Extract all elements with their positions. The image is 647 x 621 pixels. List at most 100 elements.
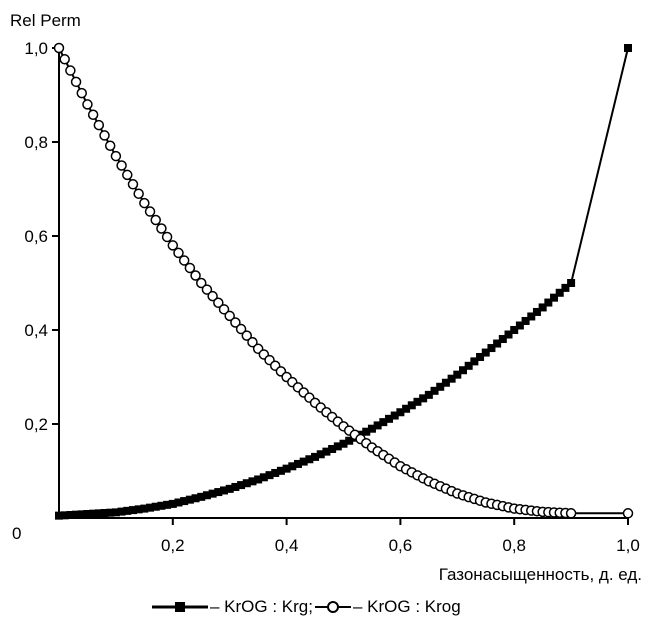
point-marker: [493, 339, 502, 348]
point-marker: [116, 160, 127, 171]
point-marker: [322, 447, 331, 456]
point-marker: [139, 197, 150, 209]
point-marker: [128, 506, 137, 515]
point-marker: [218, 304, 230, 315]
point-marker: [202, 491, 211, 500]
point-marker: [476, 352, 485, 361]
point-marker: [299, 457, 308, 466]
point-marker: [396, 408, 405, 417]
point-marker: [127, 179, 139, 190]
point-marker: [72, 510, 81, 519]
x-tick-label: 0,8: [502, 536, 526, 555]
point-marker: [555, 288, 564, 297]
point-marker: [242, 479, 251, 488]
legend: – KrOG : Krg; – KrOG : Krog: [150, 596, 461, 618]
point-marker: [104, 140, 116, 152]
point-marker: [161, 231, 173, 243]
point-marker: [94, 509, 103, 518]
relperm-chart: Rel Perm 0 Газонасыщенность, д. ед. 0,2 0…: [10, 11, 642, 584]
legend-krg-marker: [152, 602, 208, 612]
point-marker: [458, 366, 467, 375]
point-marker: [498, 335, 507, 344]
series-0: [55, 44, 632, 520]
point-marker: [265, 471, 274, 480]
point-marker: [538, 303, 547, 312]
point-marker: [76, 87, 88, 99]
point-marker: [402, 404, 411, 413]
point-marker: [82, 99, 93, 110]
legend-krog-label: – KrOG : Krog: [352, 597, 461, 616]
point-marker: [419, 394, 428, 403]
point-marker: [237, 481, 246, 490]
legend-krg-label: – KrOG : Krg;: [210, 597, 313, 616]
point-marker: [185, 495, 194, 504]
point-marker: [99, 130, 110, 141]
point-marker: [55, 511, 63, 520]
point-marker: [311, 452, 320, 461]
point-marker: [345, 436, 354, 445]
point-marker: [515, 321, 524, 330]
point-marker: [235, 323, 247, 335]
point-marker: [385, 414, 394, 423]
point-marker: [225, 484, 234, 493]
point-marker: [248, 477, 257, 486]
point-marker: [430, 386, 439, 395]
point-marker: [390, 411, 399, 420]
point-marker: [197, 492, 206, 501]
point-marker: [550, 293, 559, 302]
point-marker: [624, 44, 632, 52]
point-marker: [544, 298, 553, 307]
point-marker: [487, 344, 496, 353]
point-marker: [413, 397, 422, 406]
point-marker: [305, 455, 314, 464]
point-marker: [93, 119, 105, 131]
point-marker: [259, 473, 268, 482]
point-marker: [527, 312, 536, 321]
point-marker: [190, 270, 201, 281]
point-marker: [504, 330, 513, 339]
x-tick-label: 0,6: [389, 536, 413, 555]
point-marker: [196, 277, 207, 289]
point-marker: [156, 223, 167, 234]
point-marker: [282, 464, 291, 473]
x-axis-label: Газонасыщенность, д. ед.: [439, 565, 642, 584]
point-marker: [424, 390, 433, 399]
point-marker: [184, 262, 196, 274]
point-marker: [214, 488, 223, 497]
y-axis-label: Rel Perm: [10, 11, 81, 30]
point-marker: [367, 424, 376, 433]
point-marker: [163, 500, 172, 509]
point-marker: [241, 330, 253, 341]
point-marker: [247, 336, 258, 348]
point-marker: [470, 357, 479, 366]
point-marker: [111, 508, 120, 517]
point-marker: [288, 462, 297, 471]
point-marker: [178, 255, 190, 266]
point-marker: [173, 247, 184, 259]
point-marker: [59, 54, 70, 65]
point-marker: [481, 348, 490, 357]
point-marker: [213, 297, 224, 308]
point-marker: [122, 169, 133, 181]
x-tick-label: 1,0: [616, 536, 640, 555]
point-marker: [567, 279, 576, 287]
point-marker: [70, 76, 82, 88]
point-marker: [271, 468, 280, 477]
point-marker: [201, 284, 213, 295]
point-marker: [87, 109, 99, 120]
point-marker: [168, 499, 177, 508]
point-marker: [117, 507, 126, 516]
point-marker: [151, 502, 160, 511]
point-marker: [224, 310, 235, 322]
point-marker: [110, 150, 122, 162]
point-marker: [316, 450, 325, 459]
point-marker: [447, 374, 456, 383]
point-marker: [362, 427, 371, 436]
point-marker: [89, 509, 98, 518]
point-marker: [565, 508, 577, 519]
y-tick-label: 0,6: [24, 227, 48, 246]
point-marker: [521, 316, 530, 325]
point-marker: [436, 382, 445, 391]
point-marker: [230, 317, 241, 328]
point-marker: [464, 361, 473, 370]
